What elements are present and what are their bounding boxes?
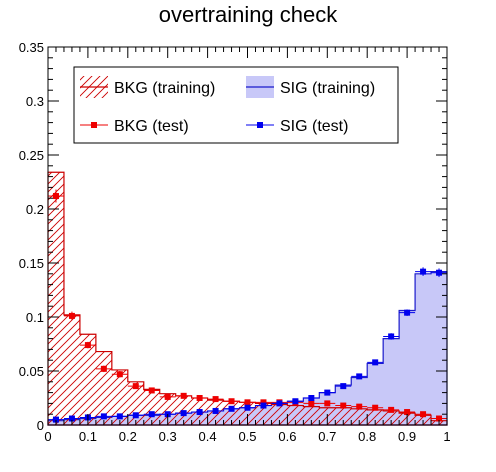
data-point [388, 406, 395, 413]
data-point [196, 409, 203, 416]
data-point [340, 383, 347, 390]
legend-swatch-marker [91, 122, 97, 128]
data-point [148, 411, 155, 418]
legend-entry: SIG (test) [246, 118, 348, 135]
data-point [116, 371, 123, 378]
x-tick-label: 0.3 [159, 429, 177, 444]
data-point [388, 333, 395, 340]
data-point [324, 400, 331, 407]
data-point [68, 312, 75, 319]
y-tick-label: 0.05 [19, 364, 44, 379]
data-point [292, 398, 299, 405]
data-point [52, 193, 59, 200]
data-point [196, 395, 203, 401]
y-tick-label: 0.2 [26, 202, 44, 217]
x-tick-label: 0.1 [79, 429, 97, 444]
y-tick-label: 0.3 [26, 94, 44, 109]
y-tick-label: 0.35 [19, 40, 44, 55]
sig-training-fill [48, 271, 447, 425]
data-point [164, 393, 171, 400]
data-point [404, 409, 411, 416]
chart-title: overtraining check [159, 2, 339, 27]
legend-label: BKG (training) [114, 80, 215, 97]
legend: BKG (training) SIG (training) BKG (test) SI… [73, 66, 399, 144]
data-point [100, 413, 107, 420]
y-tick-label: 0.1 [26, 310, 44, 325]
data-point [372, 359, 379, 366]
data-point [52, 416, 59, 423]
x-tick-label: 0.5 [238, 429, 256, 444]
legend-label: SIG (training) [280, 80, 375, 97]
data-point [308, 395, 315, 401]
y-tick-label: 0 [37, 418, 44, 433]
data-point [356, 373, 363, 380]
legend-swatch-marker [257, 122, 263, 128]
data-point [260, 402, 267, 409]
data-point [212, 396, 219, 403]
data-point [324, 389, 331, 396]
data-point [276, 400, 283, 407]
data-point [148, 387, 155, 394]
data-point [228, 405, 235, 412]
axes: 0 0.1 0.2 0.3 0.4 0.5 0.6 0.7 0.8 0.9 1 0 0.05 0.1 0.1… [19, 40, 451, 444]
legend-entry: BKG (training) [80, 76, 215, 98]
x-tick-label: 0.6 [278, 429, 296, 444]
data-point [308, 400, 315, 407]
data-point [228, 398, 235, 405]
x-tick-label: 0.4 [199, 429, 217, 444]
series-sig-test- [48, 267, 447, 423]
x-tick-label: 0.2 [119, 429, 137, 444]
x-tick-label: 0 [44, 429, 51, 444]
x-tick-label: 0.7 [318, 429, 336, 444]
data-point [436, 415, 443, 422]
data-point [244, 404, 251, 411]
data-point [420, 268, 427, 275]
legend-label: BKG (test) [114, 118, 189, 135]
x-tick-label: 0.8 [358, 429, 376, 444]
data-point [116, 413, 123, 420]
data-point [260, 399, 267, 406]
data-point [68, 415, 75, 422]
x-tick-label: 0.9 [398, 429, 416, 444]
data-point [84, 342, 91, 349]
data-point [356, 403, 363, 410]
y-tick-label: 0.15 [19, 256, 44, 271]
legend-entry: SIG (training) [246, 76, 375, 98]
x-tick-label: 1 [443, 429, 450, 444]
data-point [372, 404, 379, 411]
data-point [132, 412, 139, 419]
data-point [212, 407, 219, 414]
data-point [420, 411, 427, 418]
data-point [180, 392, 187, 399]
legend-label: SIG (test) [280, 118, 348, 135]
data-point [244, 399, 251, 406]
data-point [132, 383, 139, 390]
data-point [404, 309, 411, 316]
legend-entry: BKG (test) [80, 118, 189, 135]
plot-area [47, 171, 448, 426]
data-point [180, 410, 187, 417]
legend-box [73, 66, 399, 144]
data-point [340, 402, 347, 409]
series-bkg-test- [48, 189, 447, 422]
data-point [100, 365, 107, 372]
y-tick-label: 0.25 [19, 148, 44, 163]
data-point [436, 269, 443, 276]
